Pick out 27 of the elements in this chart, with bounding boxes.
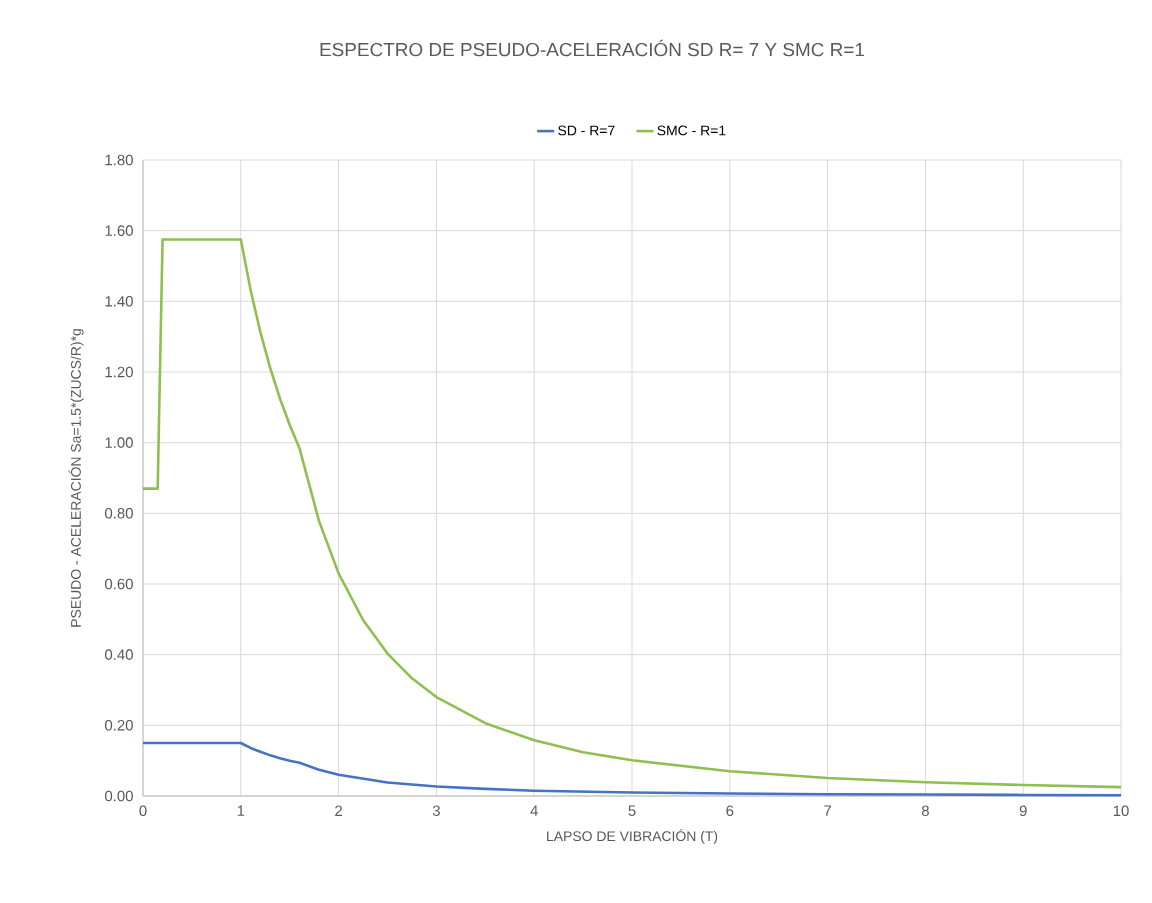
y-tick-label: 1.60 (105, 225, 133, 236)
x-tick-label: 8 (921, 805, 929, 817)
x-tick-label: 4 (530, 805, 538, 816)
x-tick-label: 6 (726, 805, 734, 817)
y-tick-label: 1.20 (105, 366, 133, 378)
line-series (141, 238, 1123, 789)
legend-label: SMC - R=1 (657, 125, 726, 136)
y-tick-label: 1.00 (105, 437, 133, 448)
y-tick-label: 0.80 (105, 508, 133, 519)
y-tick-label: 0.00 (105, 790, 133, 802)
y-tick-label: 1.80 (105, 154, 133, 166)
x-tick-label: 3 (432, 805, 440, 817)
x-tick-label: 7 (824, 805, 832, 816)
legend-label: SD - R=7 (558, 125, 615, 136)
x-tick-label: 9 (1019, 805, 1027, 817)
x-tick-label: 10 (1113, 805, 1129, 817)
y-axis-title: PSEUDO - ACELERACIÓN Sa=1.5*(ZUCS/R)*g (68, 329, 84, 627)
x-tick-label: 1 (237, 805, 245, 816)
x-axis-title: LAPSO DE VIBRACIÓN (T) (547, 828, 718, 844)
chart-title: ESPECTRO DE PSEUDO-ACELERACIÓN SD R= 7 Y SMC R=1 (320, 39, 864, 57)
y-tick-label: 0.60 (105, 578, 133, 590)
y-tick-label: 1.40 (105, 296, 133, 307)
y-tick-label: 0.20 (105, 720, 133, 731)
x-tick-label: 5 (628, 805, 636, 816)
x-tick-label: 0 (139, 805, 147, 817)
y-tick-label: 0.40 (105, 649, 133, 660)
x-tick-label: 2 (335, 805, 343, 816)
